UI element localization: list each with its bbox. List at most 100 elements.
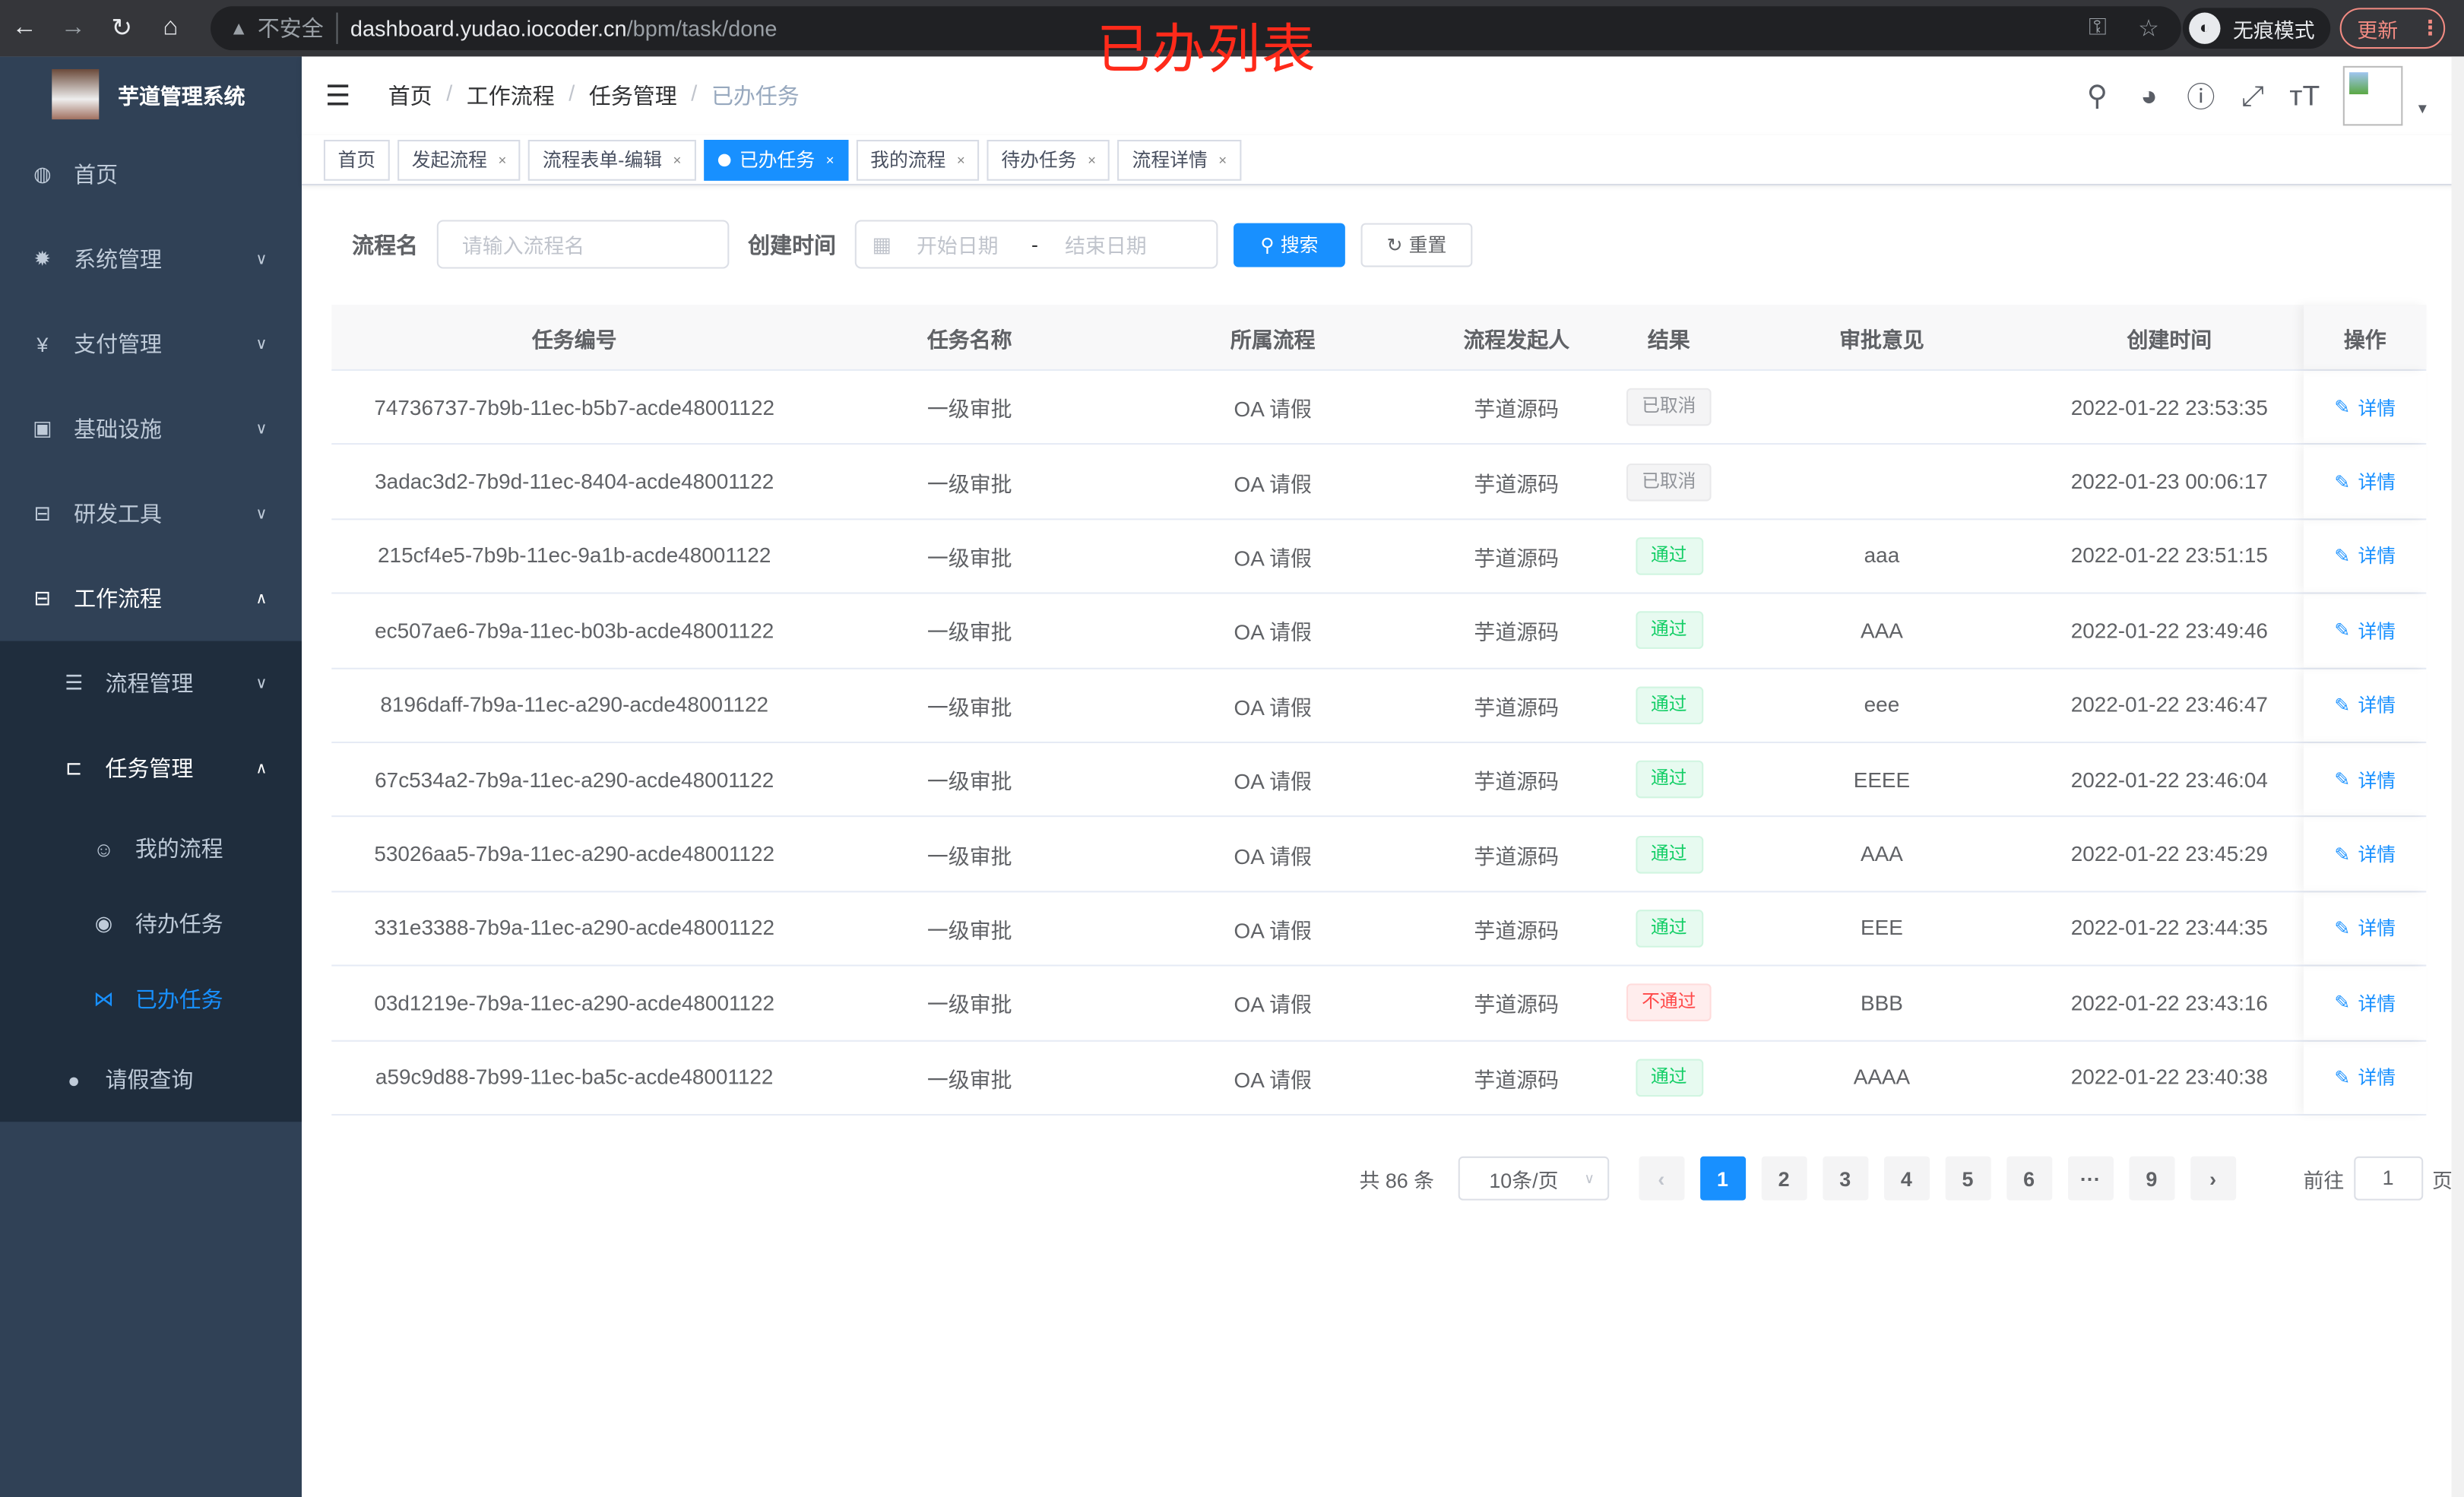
logo[interactable]: 芋道管理系统 bbox=[0, 56, 302, 131]
key-icon[interactable]: ⚿ bbox=[2089, 14, 2107, 41]
detail-label: 详情 bbox=[2358, 992, 2396, 1015]
create-time: 2022-01-22 23:51:15 bbox=[2070, 544, 2268, 568]
edit-icon: ✎ bbox=[2334, 1066, 2351, 1089]
tag-form-edit[interactable]: 流程表单-编辑 × bbox=[528, 138, 696, 180]
address-bar[interactable]: ▲ 不安全 dashboard.yudao.iocoder.cn/bpm/tas… bbox=[211, 6, 2181, 51]
detail-button[interactable]: ✎ 详情 bbox=[2304, 371, 2426, 444]
close-icon[interactable]: × bbox=[1218, 151, 1227, 168]
help-icon[interactable]: ⓘ bbox=[2187, 81, 2215, 113]
reset-button[interactable]: ↻ 重置 bbox=[1360, 222, 1473, 267]
page-scrollbar[interactable] bbox=[2451, 56, 2464, 1497]
github-icon[interactable]: ◕ bbox=[2140, 79, 2158, 111]
edit-icon: ✎ bbox=[2334, 545, 2351, 568]
start-date[interactable]: 开始日期 bbox=[917, 234, 999, 258]
pagination: 共 86 条 10条/页 ∨ ‹ 1 2 3 4 5 6 ··· 9 › 前往 1 页 bbox=[1359, 1156, 2453, 1201]
table-row: 67c534a2-7b9a-11ec-a290-acde48001122 一级审… bbox=[331, 743, 2427, 818]
prev-page-button[interactable]: ‹ bbox=[1638, 1156, 1684, 1201]
page-button[interactable]: 1 bbox=[1699, 1156, 1746, 1201]
task-name: 一级审批 bbox=[926, 770, 1012, 794]
forward-icon[interactable]: → bbox=[60, 14, 86, 41]
search-form: 流程名 请输入流程名 创建时间 ▦ 开始日期 - 结束日期 ⚲ 搜索 ↻ 重置 bbox=[352, 220, 1473, 269]
page-button[interactable]: 5 bbox=[1945, 1156, 1991, 1201]
next-page-button[interactable]: › bbox=[2190, 1156, 2236, 1201]
detail-button[interactable]: ✎ 详情 bbox=[2304, 445, 2426, 518]
result-cell: 已取消 bbox=[1609, 463, 1728, 501]
detail-button[interactable]: ✎ 详情 bbox=[2304, 594, 2426, 667]
detail-label: 详情 bbox=[2358, 397, 2396, 419]
task-id: 03d1219e-7b9a-11ec-a290-acde48001122 bbox=[374, 991, 775, 1015]
avatar[interactable] bbox=[2342, 65, 2403, 126]
end-date[interactable]: 结束日期 bbox=[1065, 234, 1147, 258]
close-icon[interactable]: × bbox=[673, 151, 682, 168]
sidebar-item-devtools[interactable]: ⊟ 研发工具 ∨ bbox=[0, 471, 302, 556]
page-button[interactable]: 3 bbox=[1822, 1156, 1868, 1201]
sidebar-item-done[interactable]: ⋈ 已办任务 bbox=[0, 961, 302, 1037]
tag-done-tasks[interactable]: 已办任务 × bbox=[703, 138, 849, 180]
tags-view: 首页 发起流程 × 流程表单-编辑 × 已办任务 × 我的流程 × 待办任务 × 流程详情… bbox=[301, 135, 2464, 185]
sidebar-item-my-process[interactable]: ☺ 我的流程 bbox=[0, 811, 302, 886]
sidebar-item-task-manage[interactable]: ⊏ 任务管理 ∧ bbox=[0, 726, 302, 811]
sidebar-item-workflow[interactable]: ⊟ 工作流程 ∧ bbox=[0, 556, 302, 641]
star-icon[interactable]: ☆ bbox=[2138, 15, 2159, 43]
tag-todo[interactable]: 待办任务 × bbox=[987, 138, 1110, 180]
detail-button[interactable]: ✎ 详情 bbox=[2304, 520, 2426, 593]
sidebar-item-leave[interactable]: ● 请假查询 bbox=[0, 1037, 302, 1122]
detail-button[interactable]: ✎ 详情 bbox=[2304, 892, 2426, 965]
close-icon[interactable]: × bbox=[1088, 151, 1096, 168]
goto-page-input[interactable]: 1 bbox=[2353, 1156, 2423, 1201]
fullscreen-icon[interactable]: ⤢ bbox=[2241, 79, 2264, 111]
result-cell: 不通过 bbox=[1609, 983, 1728, 1022]
date-range-picker[interactable]: ▦ 开始日期 - 结束日期 bbox=[854, 220, 1218, 269]
result-cell: 通过 bbox=[1609, 834, 1728, 873]
page-size-select[interactable]: 10条/页 ∨ bbox=[1458, 1156, 1609, 1201]
goto-value: 1 bbox=[2382, 1166, 2394, 1190]
sidebar-item-todo[interactable]: ◉ 待办任务 bbox=[0, 886, 302, 961]
detail-button[interactable]: ✎ 详情 bbox=[2304, 743, 2426, 816]
breadcrumb-item[interactable]: 首页 bbox=[388, 83, 432, 109]
tag-start-process[interactable]: 发起流程 × bbox=[397, 138, 521, 180]
sidebar-item-label: 流程管理 bbox=[105, 670, 194, 696]
tag-process-detail[interactable]: 流程详情 × bbox=[1117, 138, 1241, 180]
breadcrumb-item[interactable]: 工作流程 bbox=[466, 83, 555, 109]
page-button[interactable]: 4 bbox=[1883, 1156, 1930, 1201]
search-icon[interactable]: ⚲ bbox=[2086, 79, 2108, 111]
home-icon[interactable]: ⌂ bbox=[163, 14, 179, 41]
goto-page: 前往 1 页 bbox=[2303, 1156, 2453, 1201]
incognito-badge[interactable]: ◐ 无痕模式 bbox=[2182, 8, 2331, 49]
update-button[interactable]: 更新 ⋮ bbox=[2339, 8, 2446, 49]
starter: 芋道源码 bbox=[1474, 472, 1560, 496]
process-name: OA 请假 bbox=[1234, 695, 1312, 720]
tag-home[interactable]: 首页 bbox=[323, 138, 390, 180]
process-name: OA 请假 bbox=[1234, 1068, 1312, 1092]
caret-down-icon[interactable]: ▼ bbox=[2415, 100, 2430, 117]
user-icon: ● bbox=[68, 1067, 81, 1091]
more-pages-button[interactable]: ··· bbox=[2067, 1156, 2114, 1201]
back-icon[interactable]: ← bbox=[11, 14, 37, 41]
page-button[interactable]: 6 bbox=[2006, 1156, 2052, 1201]
search-button[interactable]: ⚲ 搜索 bbox=[1234, 222, 1345, 267]
comment: EEE bbox=[1861, 916, 1903, 941]
page-button[interactable]: 2 bbox=[1761, 1156, 1807, 1201]
detail-button[interactable]: ✎ 详情 bbox=[2304, 669, 2426, 742]
sidebar-item-process-manage[interactable]: ☰ 流程管理 ∨ bbox=[0, 641, 302, 726]
sidebar-item-infra[interactable]: ▣ 基础设施 ∨ bbox=[0, 387, 302, 472]
tag-my-process[interactable]: 我的流程 × bbox=[856, 138, 980, 180]
detail-button[interactable]: ✎ 详情 bbox=[2304, 818, 2426, 891]
close-icon[interactable]: × bbox=[956, 151, 965, 168]
sidebar-item-label: 任务管理 bbox=[105, 755, 194, 781]
process-name-input[interactable]: 请输入流程名 bbox=[436, 220, 730, 269]
detail-button[interactable]: ✎ 详情 bbox=[2304, 1041, 2426, 1114]
font-size-icon[interactable]: ᴛT bbox=[2289, 79, 2320, 111]
reload-icon[interactable]: ↻ bbox=[111, 15, 133, 43]
sidebar-item-home[interactable]: ◍ 首页 bbox=[0, 132, 302, 217]
close-icon[interactable]: × bbox=[498, 151, 507, 168]
hamburger-icon[interactable]: ☰ bbox=[325, 79, 351, 111]
close-icon[interactable]: × bbox=[825, 151, 835, 168]
detail-label: 详情 bbox=[2358, 918, 2396, 941]
detail-label: 详情 bbox=[2358, 471, 2396, 494]
detail-button[interactable]: ✎ 详情 bbox=[2304, 967, 2426, 1040]
sidebar-item-pay[interactable]: ¥ 支付管理 ∨ bbox=[0, 302, 302, 387]
page-button[interactable]: 9 bbox=[2128, 1156, 2174, 1201]
breadcrumb-item[interactable]: 任务管理 bbox=[588, 83, 677, 109]
sidebar-item-system[interactable]: ✹ 系统管理 ∨ bbox=[0, 217, 302, 302]
